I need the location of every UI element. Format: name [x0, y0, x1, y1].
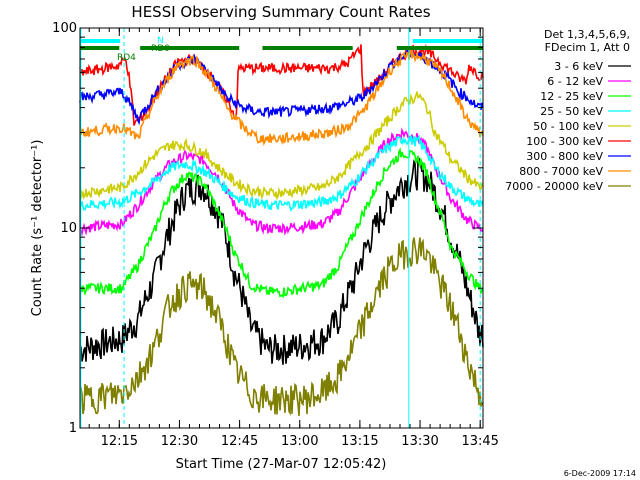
legend-label-3: 25 - 50 keV — [540, 105, 603, 118]
legend: Det 1,3,4,5,6,9,FDecim 1, Att 0 3 - 6 keV… — [505, 28, 631, 193]
legend-header-0: Det 1,3,4,5,6,9, — [544, 28, 630, 41]
legend-label-4: 50 - 100 keV — [533, 120, 603, 133]
legend-label-6: 300 - 800 keV — [526, 150, 603, 163]
x-tick-label-1: 12:30 — [161, 434, 198, 449]
legend-label-8: 7000 - 20000 keV — [505, 180, 603, 193]
legend-label-7: 800 - 7000 keV — [519, 165, 603, 178]
chart-title: HESSI Observing Summary Count Rates — [131, 3, 430, 21]
x-tick-label-0: 12:15 — [101, 434, 138, 449]
legend-header-1: FDecim 1, Att 0 — [545, 41, 630, 54]
state-bar-label-1: RD0 — [151, 44, 170, 54]
y-tick-label-1: 10 — [60, 221, 77, 236]
series-line-7 — [79, 49, 484, 147]
y-tick-label-2: 100 — [52, 21, 77, 36]
legend-label-2: 12 - 25 keV — [540, 90, 603, 103]
y-axis: 1 10 100 — [52, 21, 483, 436]
legend-label-0: 3 - 6 keV — [554, 60, 603, 73]
series-line-3 — [79, 134, 484, 212]
x-tick-label-3: 13:00 — [281, 434, 318, 449]
x-tick-label-4: 13:15 — [341, 434, 378, 449]
series-line-2 — [79, 147, 484, 299]
series-line-0 — [79, 157, 484, 365]
series-line-8 — [79, 237, 484, 416]
legend-label-1: 6 - 12 keV — [547, 75, 603, 88]
state-bar-label-0: N — [157, 36, 164, 46]
x-tick-label-5: 13:30 — [401, 434, 438, 449]
y-axis-label: Count Rate (s⁻¹ detector⁻¹) — [30, 140, 45, 317]
state-bar-label-2: RD4 — [117, 53, 136, 63]
series-line-6 — [79, 49, 484, 126]
x-tick-label-2: 12:45 — [221, 434, 258, 449]
x-axis: 12:15 12:30 12:45 13:00 13:15 13:30 13:45 — [88, 28, 499, 449]
series-line-4 — [79, 91, 484, 201]
y-tick-label-0: 1 — [69, 421, 77, 436]
series-layer — [79, 44, 484, 416]
x-axis-label: Start Time (27-Mar-07 12:05:42) — [176, 457, 387, 472]
x-tick-label-6: 13:45 — [461, 434, 498, 449]
legend-label-5: 100 - 300 keV — [526, 135, 603, 148]
footer-timestamp: 6-Dec-2009 17:14 — [564, 469, 636, 478]
